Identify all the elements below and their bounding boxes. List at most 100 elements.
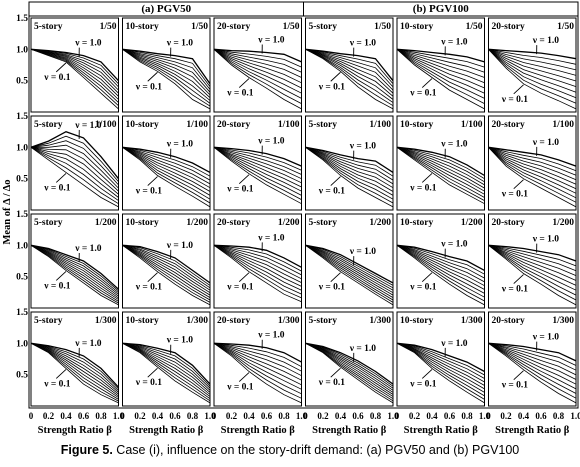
panel-story-label: 20-story	[217, 120, 250, 130]
panel-ratio-label: 1/100	[552, 120, 574, 130]
series-line-nu-1	[396, 244, 485, 271]
series-line-nu-1	[305, 48, 394, 82]
series-line-nu-1	[213, 342, 302, 363]
x-tick-label: 0.6	[169, 411, 181, 421]
y-tick-label: 0.5	[16, 273, 28, 283]
series-line-nu-0.3	[213, 244, 302, 295]
series-line-nu-0.2	[396, 48, 485, 104]
series-line-nu-1	[122, 48, 211, 85]
nu-bottom-label: ν = 0.1	[135, 283, 163, 293]
series-line-nu-0.2	[396, 244, 485, 302]
series-line-nu-0.7	[213, 244, 302, 280]
panel-frame	[30, 213, 119, 309]
series-line-nu-0.3	[488, 146, 577, 199]
x-tick-label: 0.2	[134, 411, 146, 421]
panel-ratio-label: 1/50	[191, 22, 208, 32]
series-line-nu-1	[30, 342, 119, 388]
series-line-nu-0.2	[213, 342, 302, 399]
series-line-nu-0.3	[305, 146, 394, 200]
x-tick-label: 0.2	[317, 411, 329, 421]
x-tick-label: 1.0	[113, 411, 125, 421]
nu-top-label: ν = 1.0	[440, 37, 468, 47]
series-line-nu-0.8	[122, 342, 211, 389]
nu-bottom-pointer	[147, 367, 158, 378]
series-line-nu-0.1	[30, 48, 119, 110]
panel-ratio-label: 1/100	[278, 120, 300, 130]
x-tick-label: 0.4	[243, 411, 255, 421]
group-title-pgv50: (a) PGV50	[141, 3, 191, 15]
series-line-nu-0.2	[488, 49, 577, 104]
panel-ratio-label: 1/100	[369, 120, 391, 130]
series-line-nu-0.6	[488, 244, 577, 281]
x-axis-label: Strength Ratio β	[221, 425, 296, 436]
series-line-nu-1	[305, 342, 394, 385]
series-line-nu-0.6	[30, 342, 119, 395]
series-line-nu-0.8	[213, 48, 302, 73]
series-line-nu-0.1	[213, 342, 302, 404]
series-line-nu-0.7	[30, 244, 119, 295]
series-line-nu-0.3	[396, 48, 485, 99]
x-tick-label: 0.2	[409, 411, 421, 421]
x-tick-label: 0.6	[352, 411, 364, 421]
panel-story-label: 5-story	[34, 316, 63, 326]
series-line-nu-0.3	[488, 244, 577, 296]
series-line-nu-0.7	[396, 244, 485, 283]
nu-bottom-label: ν = 0.1	[43, 183, 71, 193]
panel-ratio-label: 1/300	[369, 316, 391, 326]
series-line-nu-0.5	[30, 146, 119, 195]
panel-story-label: 5-story	[34, 120, 63, 130]
nu-top-label: ν = 1.0	[257, 331, 285, 341]
series-line-nu-0.5	[122, 48, 211, 98]
series-line-nu-0.5	[122, 244, 211, 296]
series-line-nu-0.3	[122, 48, 211, 104]
x-tick-label: 1.0	[387, 411, 399, 421]
series-line-nu-1	[305, 244, 394, 284]
series-line-nu-0.3	[305, 342, 394, 400]
series-line-nu-0.6	[30, 244, 119, 297]
panel-frame	[396, 213, 485, 309]
nu-top-label: ν = 1.0	[257, 35, 285, 45]
x-tick-label: 0.2	[226, 411, 238, 421]
series-line-nu-0.3	[122, 342, 211, 400]
series-line-nu-0.1	[122, 48, 211, 110]
nu-bottom-pointer	[147, 272, 158, 282]
series-line-nu-0.5	[213, 146, 302, 188]
series-line-nu-0.6	[305, 244, 394, 294]
series-line-nu-0.3	[122, 244, 211, 301]
nu-bottom-label: ν = 0.1	[501, 95, 529, 105]
series-line-nu-0.3	[396, 146, 485, 198]
series-line-nu-0.7	[488, 244, 577, 276]
nu-bottom-pointer	[330, 367, 341, 378]
panel-frame	[30, 17, 119, 113]
series-line-nu-0.4	[396, 48, 485, 94]
x-tick-label: 0.6	[535, 411, 547, 421]
series-line-nu-0.7	[213, 342, 302, 377]
panel-story-label: 20-story	[492, 22, 525, 32]
nu-bottom-label: ν = 0.1	[135, 187, 163, 197]
series-line-nu-1	[488, 342, 577, 362]
series-line-nu-0.2	[488, 342, 577, 399]
x-tick-label: 0.6	[444, 411, 456, 421]
series-line-nu-0.2	[30, 244, 119, 304]
series-line-nu-0.6	[122, 48, 211, 96]
series-line-nu-0.7	[30, 342, 119, 393]
nu-top-label: ν = 1.0	[74, 39, 102, 49]
series-line-nu-0.9	[30, 135, 119, 183]
nu-bottom-label: ν = 0.1	[226, 383, 254, 393]
series-line-nu-0.1	[488, 49, 577, 110]
series-line-nu-0.6	[396, 48, 485, 84]
series-line-nu-0.9	[488, 244, 577, 267]
series-line-nu-1	[122, 244, 211, 284]
series-line-nu-1	[396, 146, 485, 177]
series-line-nu-0.5	[396, 48, 485, 89]
x-tick-label: 0	[486, 411, 491, 421]
figure-caption-label: Figure 5.	[60, 443, 113, 457]
series-line-nu-0.1	[488, 342, 577, 404]
panel-ratio-label: 1/50	[557, 22, 574, 32]
panel-ratio-label: 1/200	[278, 218, 300, 228]
nu-bottom-pointer	[513, 274, 524, 284]
series-line-nu-0.9	[213, 244, 302, 272]
series-line-nu-0.8	[122, 244, 211, 289]
series-line-nu-1	[396, 48, 485, 63]
series-line-nu-0.2	[30, 342, 119, 402]
